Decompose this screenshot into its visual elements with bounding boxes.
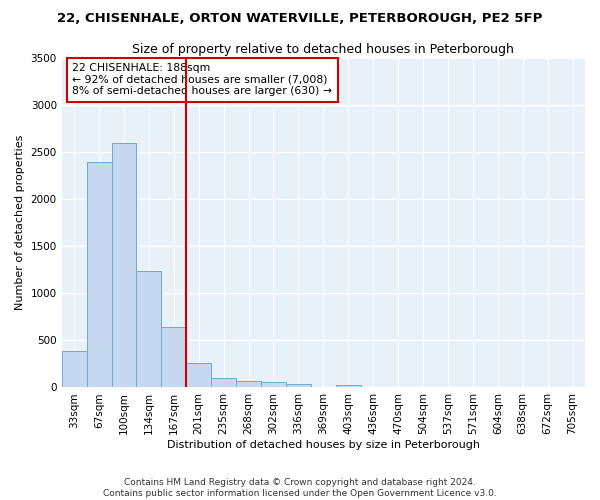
Bar xyxy=(186,363,211,388)
Y-axis label: Number of detached properties: Number of detached properties xyxy=(15,135,25,310)
Text: Contains HM Land Registry data © Crown copyright and database right 2024.
Contai: Contains HM Land Registry data © Crown c… xyxy=(103,478,497,498)
Bar xyxy=(336,385,361,388)
Bar xyxy=(236,382,261,388)
Bar xyxy=(286,384,311,388)
Bar xyxy=(86,162,112,388)
Bar xyxy=(62,351,86,388)
Bar xyxy=(211,378,236,388)
Bar xyxy=(161,327,186,388)
X-axis label: Distribution of detached houses by size in Peterborough: Distribution of detached houses by size … xyxy=(167,440,480,450)
Title: Size of property relative to detached houses in Peterborough: Size of property relative to detached ho… xyxy=(133,42,514,56)
Bar xyxy=(136,271,161,388)
Text: 22, CHISENHALE, ORTON WATERVILLE, PETERBOROUGH, PE2 5FP: 22, CHISENHALE, ORTON WATERVILLE, PETERB… xyxy=(58,12,542,26)
Bar xyxy=(112,143,136,388)
Bar xyxy=(261,382,286,388)
Text: 22 CHISENHALE: 188sqm
← 92% of detached houses are smaller (7,008)
8% of semi-de: 22 CHISENHALE: 188sqm ← 92% of detached … xyxy=(72,63,332,96)
